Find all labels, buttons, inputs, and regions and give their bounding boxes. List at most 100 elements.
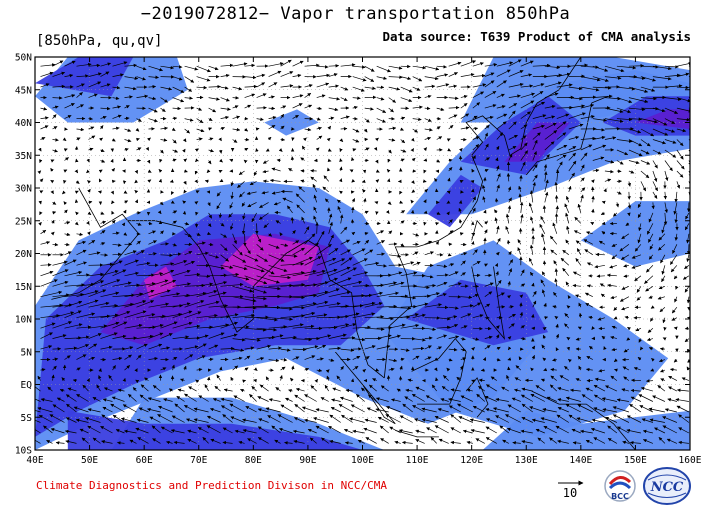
flux-vector: [244, 355, 251, 360]
flux-vector: [316, 334, 332, 339]
flux-vector: [650, 368, 655, 372]
flux-vector: [495, 325, 500, 329]
flux-vector: [647, 327, 654, 333]
flux-vector: [637, 356, 642, 361]
flux-vector: [460, 395, 473, 402]
lat-tick-label: 30N: [15, 184, 32, 195]
flux-vector: [292, 347, 307, 352]
flux-vector: [376, 334, 392, 339]
flux-vector: [313, 417, 329, 423]
flux-vector: [98, 375, 102, 381]
flux-vector: [206, 415, 221, 423]
flux-vector: [585, 387, 593, 392]
flux-vector: [412, 346, 425, 351]
flux-vector: [234, 429, 245, 434]
flux-vector: [345, 388, 353, 393]
flux-vector: [326, 375, 330, 381]
flux-vector: [518, 356, 523, 361]
flux-vector: [51, 374, 55, 381]
ncc-logo: NCC: [643, 467, 691, 505]
flux-vector: [585, 367, 593, 372]
flux-vector: [112, 365, 116, 371]
flux-vector: [232, 365, 239, 371]
flux-vector: [555, 333, 559, 339]
flux-vector: [542, 327, 547, 331]
flux-vector: [662, 337, 667, 341]
flux-vector: [232, 96, 240, 100]
flux-vector: [673, 358, 678, 363]
flux-vector: [223, 388, 233, 392]
flux-region-10: [406, 279, 549, 346]
flux-vector: [688, 128, 690, 130]
flux-vector: [676, 405, 690, 413]
flux-vector: [316, 368, 323, 373]
flux-vector: [160, 346, 170, 350]
flux-vectors: [35, 59, 690, 445]
flux-vector: [490, 376, 497, 381]
lon-tick-label: 110E: [406, 455, 429, 466]
flux-vector: [612, 414, 630, 423]
flux-vector: [352, 365, 359, 371]
flux-vector: [564, 365, 570, 371]
flux-vector: [495, 415, 509, 423]
flux-vector: [484, 395, 497, 402]
flux-vector: [470, 180, 475, 184]
flux-vector: [605, 385, 618, 392]
flux-vector: [421, 418, 437, 423]
flux-vector: [132, 387, 137, 392]
flux-vector: [232, 325, 250, 329]
flux-vector: [577, 326, 582, 330]
flux-vector: [76, 335, 90, 339]
flux-vector: [293, 417, 305, 423]
flux-vector: [450, 427, 461, 434]
flux-vector: [320, 397, 329, 402]
flux-vector: [352, 355, 361, 360]
flux-vector: [460, 325, 468, 329]
flux-vector: [208, 357, 214, 362]
flux-vector: [35, 398, 41, 402]
flux-vector: [268, 106, 276, 111]
flux-vector: [654, 427, 666, 434]
flux-vector: [244, 367, 249, 371]
flux-vector: [546, 396, 557, 402]
flux-vector: [64, 310, 82, 319]
flux-vector: [88, 116, 93, 121]
flux-vector: [456, 376, 462, 381]
flux-vector: [450, 388, 461, 392]
flux-vector: [183, 365, 187, 371]
coastline-6: [395, 430, 439, 438]
flux-vector: [112, 356, 123, 361]
flux-vector: [149, 416, 161, 423]
flux-vector: [67, 387, 77, 392]
flux-vector: [243, 159, 248, 164]
flux-vector: [206, 425, 221, 434]
flux-vector: [128, 393, 137, 402]
flux-vector: [535, 428, 545, 434]
flux-vector: [505, 414, 521, 423]
flux-vector: [79, 428, 89, 434]
flux-vector: [247, 438, 257, 444]
flux-vector: [476, 393, 486, 402]
flux-vector: [40, 368, 46, 372]
flux-vector: [208, 332, 225, 339]
flux-vector: [168, 388, 173, 392]
flux-vector: [170, 429, 185, 434]
flux-vector: [642, 429, 653, 434]
flux-vector: [471, 347, 475, 351]
lat-tick-label: 45N: [15, 85, 32, 96]
flux-vector: [220, 405, 233, 413]
flux-vector: [256, 344, 272, 350]
flux-vector: [177, 388, 185, 392]
flux-vector: [611, 325, 618, 330]
flux-vector: [668, 386, 678, 392]
flux-vector: [610, 375, 618, 381]
flux-vector: [325, 369, 330, 373]
flux-vector: [340, 348, 355, 352]
flux-vector: [220, 397, 233, 402]
flux-vector: [448, 405, 461, 413]
flux-vector: [424, 356, 432, 360]
flux-vector: [324, 384, 329, 392]
lat-tick-label: 35N: [15, 151, 32, 162]
flux-vector: [555, 425, 569, 434]
flux-vector: [292, 311, 316, 319]
